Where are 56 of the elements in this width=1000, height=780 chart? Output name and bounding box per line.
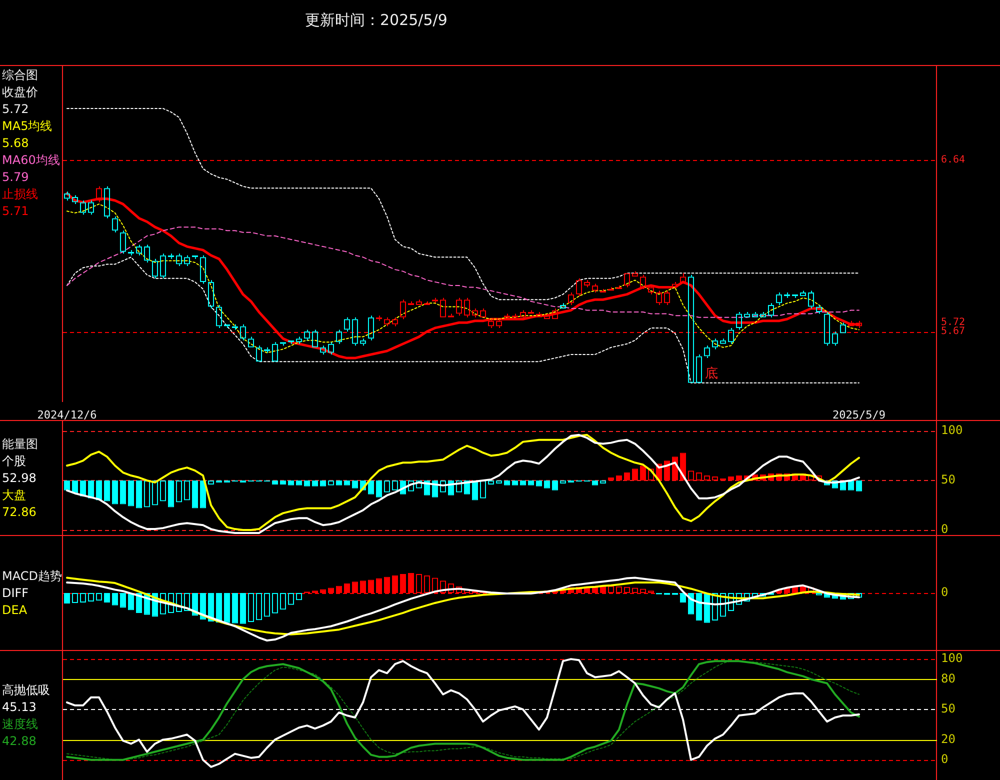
bar bbox=[104, 480, 110, 502]
bar bbox=[88, 480, 94, 498]
bar bbox=[224, 593, 230, 623]
bar bbox=[96, 480, 102, 500]
bar bbox=[112, 593, 118, 606]
bar bbox=[472, 480, 478, 500]
line-series bbox=[66, 108, 860, 300]
y-tick-label: 50 bbox=[941, 472, 956, 487]
y-tick-label: 6.64 bbox=[941, 154, 966, 166]
y-tick-label: 100 bbox=[941, 423, 963, 438]
chart-title: MACD趋势 bbox=[2, 568, 62, 582]
bar bbox=[136, 480, 142, 508]
y-tick-label: 0 bbox=[941, 522, 948, 536]
bar bbox=[200, 480, 206, 508]
bar bbox=[168, 480, 174, 508]
y-tick-label: 20 bbox=[941, 732, 956, 746]
bar bbox=[240, 593, 246, 624]
bar bbox=[128, 593, 134, 610]
bar bbox=[376, 480, 382, 498]
bar bbox=[856, 480, 862, 492]
text: 止损线 5.71 bbox=[2, 187, 38, 218]
text: MA60均线 5.79 bbox=[2, 153, 60, 184]
chart-title: 综合图 bbox=[2, 68, 38, 82]
y-tick-label: 5.67 bbox=[941, 326, 966, 338]
x-tick-label: 2024/12/6 bbox=[37, 408, 97, 422]
y-tick-label: 0 bbox=[941, 752, 948, 766]
y-tick-label: 100 bbox=[941, 651, 963, 666]
bar bbox=[128, 480, 134, 506]
x-tick-label: 2025/5/9 bbox=[832, 408, 886, 422]
series-label: 高抛低吸 45.13 bbox=[2, 682, 50, 714]
bar bbox=[72, 480, 78, 494]
chart-subtitle: 更新时间：2025/5/9 bbox=[305, 11, 448, 29]
bar bbox=[120, 480, 126, 504]
text: DIFF bbox=[2, 586, 29, 600]
bar bbox=[368, 480, 374, 494]
line-series bbox=[66, 256, 860, 384]
y-tick-label: 80 bbox=[941, 671, 956, 686]
bar bbox=[80, 480, 86, 496]
text: MA5均线 5.68 bbox=[2, 119, 52, 150]
y-tick-label: 50 bbox=[941, 702, 956, 716]
text: 个股 52.98 bbox=[2, 454, 36, 484]
bar bbox=[696, 593, 702, 621]
bar bbox=[216, 593, 222, 622]
text: 速度线 42.88 bbox=[2, 716, 38, 748]
bar bbox=[64, 593, 70, 604]
text: 收盘价 5.72 bbox=[2, 85, 38, 116]
text: 大盘 72.86 bbox=[2, 488, 36, 518]
bar bbox=[640, 466, 646, 480]
annotation: 底 bbox=[705, 366, 718, 382]
bar bbox=[120, 593, 126, 608]
text: DEA bbox=[2, 602, 28, 616]
bar bbox=[112, 480, 118, 504]
text: 能量图 bbox=[2, 436, 38, 450]
bar bbox=[632, 468, 638, 480]
bar bbox=[232, 593, 238, 624]
bar bbox=[192, 480, 198, 508]
